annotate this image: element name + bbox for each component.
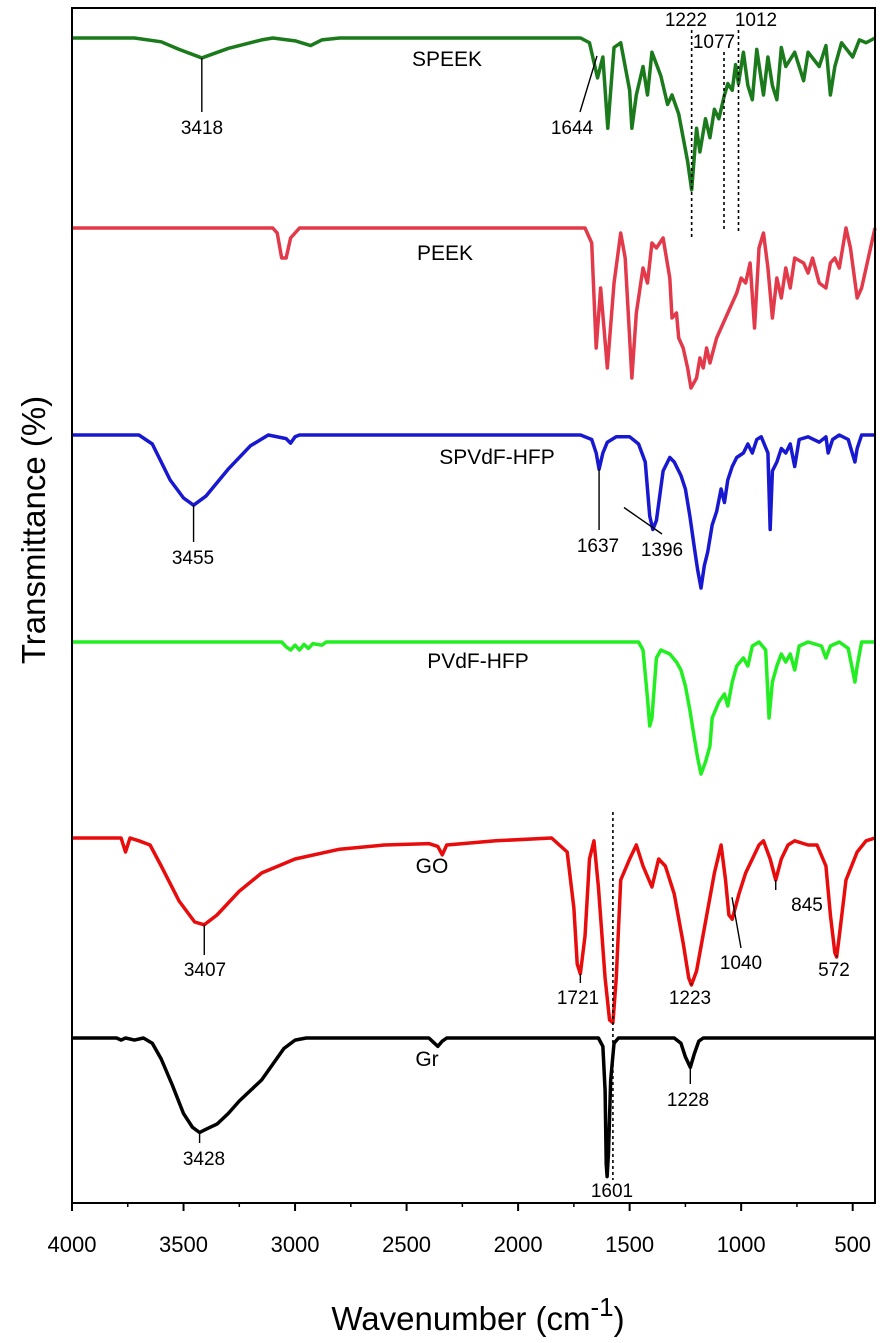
- peak-label-1228: 1228: [667, 1090, 709, 1111]
- series-line-go: [72, 836, 876, 1025]
- x-tick-label-2000: 2000: [494, 1232, 543, 1257]
- peak-label-3455: 3455: [172, 548, 214, 569]
- peak-label-1721: 1721: [557, 988, 599, 1009]
- plot-frame: [71, 7, 876, 1204]
- series-label-go: GO: [416, 855, 449, 878]
- peak-label-1222: 1222: [665, 10, 707, 31]
- x-tick-label-3500: 3500: [159, 1232, 208, 1257]
- peak-label-572: 572: [818, 960, 850, 981]
- series-line-speek: [72, 36, 876, 192]
- peak-leader-1040: [731, 897, 742, 949]
- x-tick-label-3000: 3000: [271, 1232, 320, 1257]
- series-label-pvdf-hfp: PVdF-HFP: [427, 650, 529, 673]
- x-axis-ticks: 4000 3500 3000 2500 2000 1500 1000 500: [48, 1203, 871, 1257]
- peak-label-3407: 3407: [184, 960, 226, 981]
- peak-label-1223: 1223: [669, 988, 711, 1009]
- peak-leader-1644: [579, 55, 598, 113]
- x-tick-label-500: 500: [834, 1232, 871, 1257]
- x-tick-label-1500: 1500: [605, 1232, 654, 1257]
- series-label-spvdf-hfp: SPVdF-HFP: [439, 446, 555, 469]
- series-label-speek: SPEEK: [412, 48, 482, 71]
- peak-label-1637: 1637: [577, 536, 619, 557]
- peak-label-1601: 1601: [591, 1181, 633, 1202]
- peak-label-1012: 1012: [735, 10, 777, 31]
- x-axis-title: Wavenumber (cm-1): [331, 1292, 624, 1337]
- series-line-pvdf-hfp: [72, 640, 875, 776]
- series-label-layer: SPEEK PEEK SPVdF-HFP PVdF-HFP GO Gr: [412, 48, 555, 1071]
- peak-label-1644: 1644: [551, 118, 594, 139]
- x-axis-title-superscript: -1: [591, 1292, 614, 1322]
- peak-label-845: 845: [791, 895, 823, 916]
- y-axis-title: Transmittance (%): [15, 396, 52, 664]
- peak-label-1077: 1077: [693, 32, 735, 53]
- peak-label-3428: 3428: [183, 1149, 225, 1170]
- peak-label-1040: 1040: [720, 953, 762, 974]
- x-tick-label-2500: 2500: [382, 1232, 431, 1257]
- series-label-peek: PEEK: [417, 242, 473, 265]
- series-line-gr: [72, 1036, 875, 1179]
- series-line-peek: [72, 226, 877, 390]
- series-layer: [72, 36, 877, 1179]
- x-axis-title-close: ): [614, 1300, 625, 1337]
- x-axis-title-main: Wavenumber (cm: [331, 1300, 590, 1337]
- series-label-gr: Gr: [415, 1048, 438, 1071]
- guide-layer: [612, 30, 740, 1180]
- x-tick-label-4000: 4000: [48, 1232, 97, 1257]
- x-tick-label-1000: 1000: [717, 1232, 766, 1257]
- series-line-spvdf-hfp: [72, 433, 875, 590]
- peak-leader-1396: [623, 506, 663, 535]
- peak-label-3418: 3418: [181, 118, 223, 139]
- peak-label-1396: 1396: [641, 540, 683, 561]
